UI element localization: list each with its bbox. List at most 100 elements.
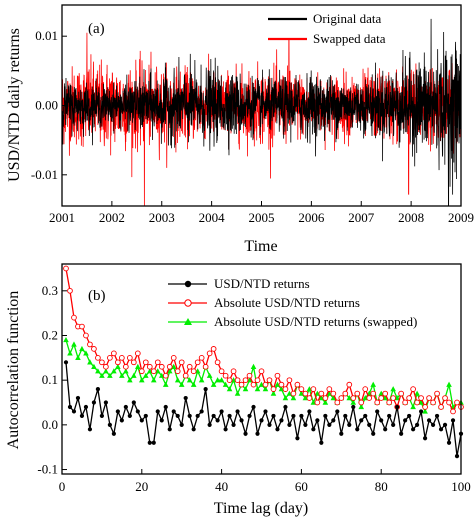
- point-absolute-swapped: [67, 350, 73, 356]
- point-absolute-swapped: [330, 395, 337, 401]
- point-usd-ntd: [355, 427, 360, 432]
- point-absolute-swapped: [91, 363, 97, 369]
- series-line-original: [61, 18, 462, 207]
- point-usd-ntd: [259, 418, 264, 423]
- x-tick-label: 100: [451, 479, 471, 494]
- point-usd-ntd: [267, 422, 272, 427]
- point-usd-ntd: [179, 422, 184, 427]
- panel-b-legend: USD/NTD returns Absolute USD/NTD returns…: [168, 276, 417, 329]
- point-absolute-swapped: [115, 363, 121, 369]
- panel-b-plot-area: [63, 265, 464, 459]
- point-absolute-swapped: [234, 390, 241, 396]
- point-usd-ntd: [271, 413, 276, 419]
- point-absolute: [358, 399, 365, 406]
- point-absolute: [406, 395, 412, 401]
- point-usd-ntd: [415, 422, 420, 427]
- point-absolute: [414, 399, 420, 406]
- point-absolute: [238, 381, 245, 388]
- point-usd-ntd: [446, 440, 452, 445]
- x-tick-label: 2003: [149, 210, 175, 225]
- point-usd-ntd: [63, 360, 69, 365]
- point-absolute: [294, 381, 301, 388]
- point-absolute: [258, 368, 265, 375]
- y-tick-label: 0.01: [35, 28, 58, 43]
- point-usd-ntd: [103, 400, 108, 405]
- x-tick-label: 0: [59, 479, 66, 494]
- point-usd-ntd: [438, 427, 444, 432]
- point-absolute: [134, 350, 141, 357]
- point-absolute-swapped: [206, 372, 213, 378]
- point-absolute-swapped: [414, 390, 420, 396]
- point-usd-ntd: [351, 404, 356, 410]
- panel-b-frame: [61, 263, 462, 475]
- point-usd-ntd: [359, 418, 364, 423]
- point-absolute: [362, 386, 369, 392]
- panel-b-x-axis-title: Time lag (day): [214, 500, 309, 517]
- point-absolute-swapped: [410, 403, 416, 410]
- point-usd-ntd: [163, 404, 168, 410]
- point-usd-ntd: [215, 418, 220, 423]
- point-absolute: [354, 390, 361, 397]
- x-tick-label: 2009: [448, 210, 474, 225]
- point-absolute-swapped: [370, 381, 377, 387]
- point-usd-ntd: [275, 427, 280, 432]
- point-absolute: [378, 395, 385, 401]
- point-absolute-swapped: [142, 372, 149, 378]
- point-absolute-swapped: [254, 386, 261, 392]
- point-absolute: [314, 399, 321, 406]
- point-absolute: [322, 395, 329, 401]
- point-usd-ntd: [71, 409, 77, 414]
- point-usd-ntd: [195, 413, 200, 419]
- point-usd-ntd: [187, 413, 192, 419]
- point-absolute: [454, 399, 460, 406]
- point-usd-ntd: [426, 418, 432, 423]
- panel-a-plot-area: [61, 18, 462, 207]
- point-absolute: [166, 363, 173, 370]
- point-usd-ntd: [119, 418, 124, 423]
- point-absolute: [310, 386, 317, 392]
- point-usd-ntd: [379, 418, 384, 423]
- point-absolute-swapped: [358, 403, 365, 410]
- point-absolute: [382, 390, 389, 397]
- point-usd-ntd: [251, 404, 256, 410]
- point-absolute: [438, 404, 444, 410]
- point-absolute-swapped: [226, 386, 233, 392]
- point-usd-ntd: [67, 404, 73, 410]
- point-absolute: [338, 395, 345, 401]
- legend-label-usd-ntd: USD/NTD returns: [214, 276, 310, 291]
- point-absolute-swapped: [190, 381, 197, 387]
- point-absolute: [246, 372, 253, 379]
- point-usd-ntd: [391, 422, 396, 427]
- point-absolute: [386, 399, 393, 406]
- point-usd-ntd: [247, 413, 252, 419]
- point-absolute-swapped: [99, 372, 105, 378]
- point-absolute-swapped: [422, 408, 428, 414]
- point-usd-ntd: [191, 427, 196, 432]
- y-tick-label: 0.00: [35, 98, 58, 113]
- point-usd-ntd: [83, 404, 89, 410]
- point-absolute-swapped: [262, 386, 269, 392]
- point-absolute-swapped: [150, 377, 157, 383]
- point-absolute: [170, 354, 177, 361]
- point-absolute: [142, 359, 149, 366]
- point-absolute-swapped: [107, 372, 113, 378]
- point-absolute: [107, 354, 113, 361]
- point-usd-ntd: [115, 409, 120, 414]
- point-usd-ntd: [107, 422, 112, 427]
- point-usd-ntd: [219, 409, 224, 414]
- point-usd-ntd: [411, 427, 416, 432]
- point-absolute: [178, 359, 185, 366]
- point-usd-ntd: [295, 436, 300, 441]
- point-absolute: [218, 368, 225, 375]
- x-tick-label: 20: [135, 479, 148, 494]
- point-usd-ntd: [307, 409, 312, 414]
- point-absolute-swapped: [103, 368, 109, 374]
- x-tick-label: 2001: [49, 210, 75, 225]
- point-absolute: [150, 368, 157, 375]
- point-usd-ntd: [450, 418, 456, 423]
- point-absolute-swapped: [186, 377, 193, 383]
- point-usd-ntd: [442, 422, 448, 427]
- point-usd-ntd: [123, 404, 128, 410]
- point-absolute-swapped: [282, 395, 289, 401]
